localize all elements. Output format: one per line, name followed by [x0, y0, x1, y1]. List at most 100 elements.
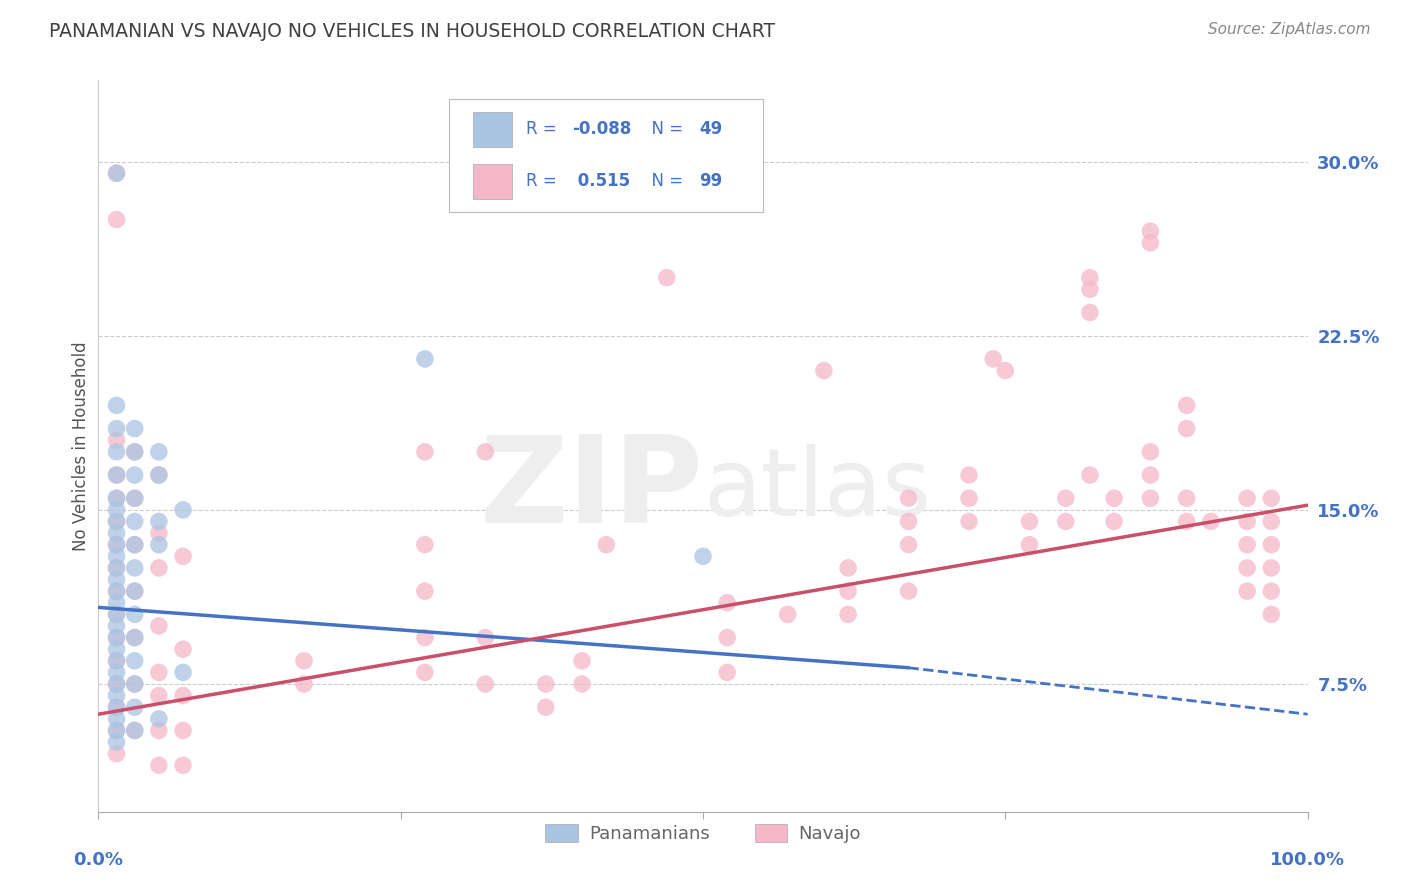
Point	[105, 549, 128, 564]
Point	[124, 584, 146, 599]
Point	[1260, 491, 1282, 506]
Point	[148, 468, 170, 483]
Point	[148, 515, 170, 529]
Point	[1139, 224, 1161, 238]
Point	[148, 723, 170, 738]
Point	[897, 515, 920, 529]
Point	[105, 607, 128, 622]
Point	[1175, 491, 1198, 506]
Point	[148, 619, 170, 633]
Point	[105, 421, 128, 435]
Point	[148, 758, 170, 772]
Point	[105, 665, 128, 680]
Point	[571, 654, 593, 668]
Point	[837, 607, 859, 622]
Point	[105, 468, 128, 483]
Point	[1139, 235, 1161, 250]
Point	[292, 677, 315, 691]
Point	[957, 468, 980, 483]
Point	[105, 607, 128, 622]
Point	[1236, 491, 1258, 506]
Point	[1260, 607, 1282, 622]
Point	[172, 549, 194, 564]
Point	[105, 677, 128, 691]
Point	[1236, 515, 1258, 529]
Point	[172, 665, 194, 680]
Point	[148, 561, 170, 575]
Point	[534, 677, 557, 691]
Point	[1236, 584, 1258, 599]
Point	[413, 665, 436, 680]
Point	[105, 700, 128, 714]
Point	[776, 607, 799, 622]
Point	[124, 654, 146, 668]
Point	[105, 538, 128, 552]
Point	[105, 700, 128, 714]
Point	[172, 758, 194, 772]
Point	[124, 445, 146, 459]
Point	[105, 747, 128, 761]
Point	[124, 515, 146, 529]
Point	[124, 561, 146, 575]
Point	[1236, 538, 1258, 552]
Text: 0.0%: 0.0%	[73, 851, 124, 869]
Point	[105, 491, 128, 506]
Point	[571, 677, 593, 691]
FancyBboxPatch shape	[474, 163, 512, 199]
Point	[172, 689, 194, 703]
Point	[105, 166, 128, 180]
Text: N =: N =	[641, 120, 689, 138]
Point	[105, 642, 128, 657]
Point	[1175, 421, 1198, 435]
Point	[105, 212, 128, 227]
Point	[994, 363, 1017, 377]
Point	[172, 503, 194, 517]
Point	[105, 491, 128, 506]
Point	[1054, 491, 1077, 506]
Point	[124, 700, 146, 714]
Point	[105, 723, 128, 738]
Point	[105, 654, 128, 668]
Text: PANAMANIAN VS NAVAJO NO VEHICLES IN HOUSEHOLD CORRELATION CHART: PANAMANIAN VS NAVAJO NO VEHICLES IN HOUS…	[49, 22, 775, 41]
Text: -0.088: -0.088	[572, 120, 631, 138]
Point	[716, 631, 738, 645]
Point	[105, 631, 128, 645]
Point	[105, 689, 128, 703]
Point	[148, 712, 170, 726]
Point	[124, 445, 146, 459]
Point	[897, 584, 920, 599]
Point	[1260, 515, 1282, 529]
Point	[148, 526, 170, 541]
Text: 100.0%: 100.0%	[1270, 851, 1346, 869]
Point	[148, 468, 170, 483]
Point	[813, 363, 835, 377]
Point	[716, 596, 738, 610]
Point	[148, 538, 170, 552]
Point	[655, 270, 678, 285]
Point	[105, 712, 128, 726]
Point	[981, 351, 1004, 366]
Point	[124, 607, 146, 622]
Point	[1018, 515, 1040, 529]
Point	[1175, 515, 1198, 529]
Point	[413, 631, 436, 645]
Point	[413, 351, 436, 366]
Point	[124, 491, 146, 506]
Point	[957, 491, 980, 506]
Point	[105, 654, 128, 668]
Point	[692, 549, 714, 564]
Text: 0.515: 0.515	[572, 172, 630, 190]
Point	[105, 596, 128, 610]
Point	[124, 538, 146, 552]
Point	[105, 468, 128, 483]
Text: ZIP: ZIP	[479, 432, 703, 549]
Point	[1102, 515, 1125, 529]
Point	[1260, 584, 1282, 599]
Point	[148, 665, 170, 680]
Point	[124, 631, 146, 645]
Point	[105, 538, 128, 552]
Point	[1139, 445, 1161, 459]
Point	[897, 491, 920, 506]
Point	[105, 723, 128, 738]
Text: Source: ZipAtlas.com: Source: ZipAtlas.com	[1208, 22, 1371, 37]
